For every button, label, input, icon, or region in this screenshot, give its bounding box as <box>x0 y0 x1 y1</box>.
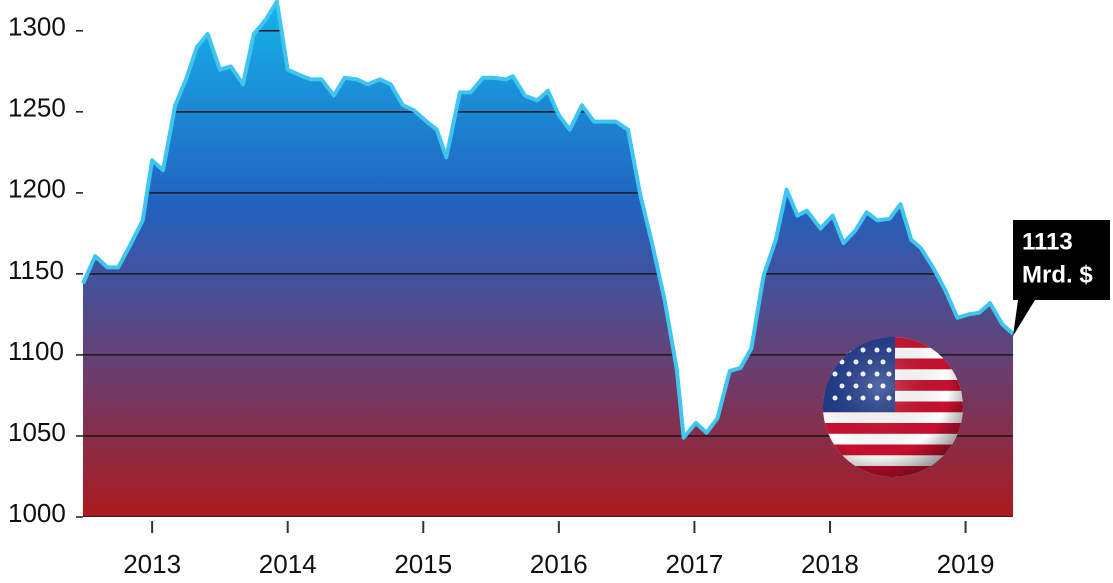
x-tick-label: 2016 <box>530 549 588 579</box>
callout-box <box>1013 220 1110 336</box>
annotation: Mrd. $ <box>1022 261 1093 288</box>
y-tick-label: 1300 <box>8 12 66 42</box>
x-tick-label: 2018 <box>801 549 859 579</box>
x-tick-label: 2017 <box>665 549 723 579</box>
area <box>83 1 1013 518</box>
y-tick-label: 1100 <box>8 336 64 366</box>
plot: 1000 1050 1100 1150 1200 1250 1300 2013 2014 2015… <box>8 0 1015 579</box>
line <box>81 0 1015 440</box>
y-tick-label: 1200 <box>8 174 66 204</box>
annotation: 1113 <box>1022 228 1073 255</box>
x-tick-label: 2015 <box>394 549 452 579</box>
x-tick-label: 2019 <box>937 549 995 579</box>
flag <box>823 337 963 477</box>
x-tick-label: 2014 <box>259 549 317 579</box>
x-tick-label: 2013 <box>123 549 181 579</box>
y-tick-label: 1150 <box>8 255 64 285</box>
y-tick-label: 1050 <box>8 417 66 447</box>
y-tick-label: 1000 <box>8 498 66 528</box>
y-tick-label: 1250 <box>8 93 66 123</box>
